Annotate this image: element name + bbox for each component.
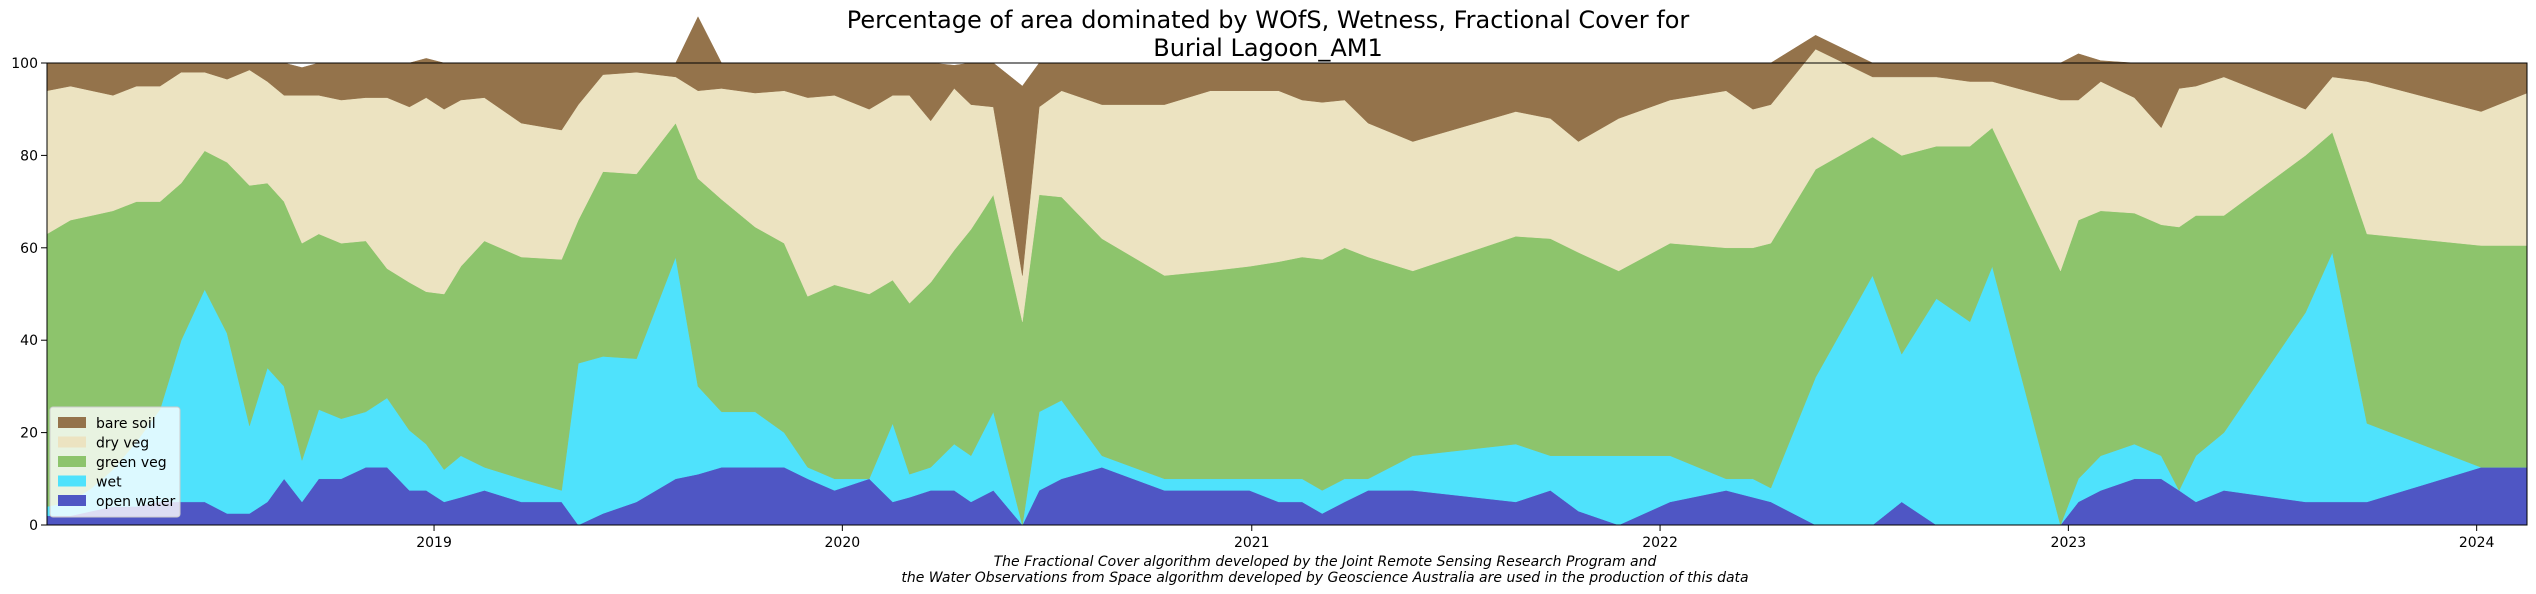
legend-label: green veg [96,455,167,471]
legend-label: bare soil [96,416,156,432]
caption-line-1: The Fractional Cover algorithm developed… [994,554,1657,570]
legend: bare soil dry veg green veg wet open water [49,406,181,518]
chart-title: Percentage of area dominated by WOfS, We… [847,6,1690,34]
x-tick-label: 2022 [1642,535,1678,551]
y-tick-label: 0 [29,518,38,534]
x-tick-label: 2021 [1234,535,1270,551]
legend-frame [49,406,181,518]
legend-swatch [58,456,86,467]
area-layers [46,16,2528,526]
legend-label: open water [96,494,176,510]
x-axis: 2019 2020 2021 2022 2023 2024 [416,525,2495,551]
chart-subtitle: Burial Lagoon_AM1 [1153,34,1383,62]
y-axis: 0 20 40 60 80 100 [11,56,47,534]
x-tick-label: 2024 [2459,535,2495,551]
legend-swatch [58,475,86,487]
y-tick-label: 80 [20,148,38,164]
y-tick-label: 40 [20,333,38,349]
x-tick-label: 2023 [2051,535,2087,551]
legend-swatch [58,495,86,506]
y-tick-label: 100 [11,56,38,72]
y-tick-label: 20 [20,426,38,442]
caption-line-2: the Water Observations from Space algori… [901,570,1748,586]
legend-swatch [58,417,86,428]
y-tick-label: 60 [20,241,38,257]
legend-swatch [58,436,86,448]
legend-label: dry veg [96,436,149,452]
x-tick-label: 2020 [825,535,861,551]
legend-label: wet [96,475,122,491]
plot-frame [46,62,2528,526]
x-tick-label: 2019 [416,535,452,551]
